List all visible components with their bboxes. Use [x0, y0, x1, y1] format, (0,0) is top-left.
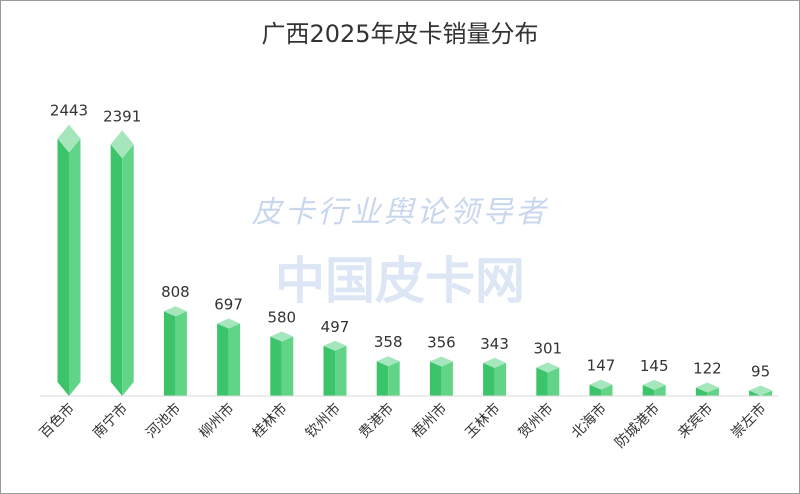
x-tick-label: 防城港市: [611, 400, 663, 452]
bar-front-face: [163, 311, 176, 396]
data-label: 497: [321, 318, 350, 336]
bar-front-face: [110, 144, 123, 396]
bar-side-face: [760, 390, 773, 396]
bar-front-face: [429, 361, 442, 396]
data-label: 122: [693, 359, 722, 377]
bar-贺州市: [536, 362, 560, 396]
x-tick-label: 玉林市: [462, 400, 504, 442]
data-label: 697: [214, 296, 243, 314]
bar-front-face: [483, 362, 495, 396]
bar-钦州市: [323, 340, 347, 396]
bars-group: [57, 124, 773, 397]
bar-top-face: [217, 318, 241, 329]
bar-front-face: [749, 390, 761, 396]
bar-front-face: [323, 345, 335, 396]
x-tick-label: 北海市: [568, 400, 610, 442]
bar-来宾市: [695, 382, 719, 396]
bar-front-face: [270, 336, 282, 396]
bar-top-face: [483, 357, 507, 368]
data-label: 580: [267, 309, 296, 327]
bar-防城港市: [642, 379, 666, 396]
x-tick-label: 钦州市: [302, 400, 344, 442]
bar-top-face: [642, 379, 666, 390]
data-label: 2391: [103, 107, 141, 125]
bar-top-face: [323, 340, 347, 351]
x-tick-label: 贺州市: [515, 400, 557, 442]
bar-top-face: [429, 356, 453, 367]
bar-河池市: [163, 306, 187, 396]
data-label: 356: [427, 333, 456, 351]
data-label: 2443: [50, 102, 88, 120]
bar-front-face: [642, 384, 655, 396]
data-label: 358: [374, 333, 403, 351]
bar-front-face: [376, 361, 389, 396]
x-tick-label: 贵港市: [355, 400, 397, 442]
bar-front-face: [536, 367, 548, 396]
bar-front-face: [589, 384, 601, 396]
bar-side-face: [388, 361, 400, 396]
bar-柳州市: [217, 318, 241, 396]
bar-front-face: [57, 138, 69, 397]
bar-side-face: [547, 367, 560, 396]
data-label: 808: [161, 283, 190, 301]
bar-side-face: [69, 138, 81, 397]
data-label: 95: [751, 362, 770, 380]
watermark-slogan: 皮卡行业舆论领导者: [252, 195, 549, 230]
x-tick-label: 河池市: [143, 400, 185, 442]
bar-side-face: [281, 336, 294, 396]
x-tick-label: 崇左市: [728, 400, 770, 442]
bar-贵港市: [376, 356, 400, 396]
bar-百色市: [57, 124, 81, 397]
bar-崇左市: [749, 385, 773, 396]
x-tick-label: 百色市: [36, 400, 78, 442]
bar-side-face: [601, 384, 613, 396]
bar-side-face: [654, 384, 666, 396]
bar-北海市: [589, 379, 613, 396]
bar-side-face: [494, 362, 507, 396]
bar-side-face: [122, 144, 134, 396]
data-label: 301: [533, 340, 562, 358]
bar-top-face: [695, 382, 719, 393]
bar-side-face: [228, 323, 241, 396]
watermark-logo-text: 中国皮卡网: [275, 252, 525, 310]
bar-top-face: [749, 385, 773, 396]
bar-top-face: [536, 362, 560, 373]
x-tick-label: 来宾市: [675, 400, 717, 442]
bar-玉林市: [483, 357, 507, 396]
chart-title: 广西2025年皮卡销量分布: [261, 20, 539, 48]
data-label: 147: [587, 357, 616, 375]
watermark: 皮卡行业舆论领导者 中国皮卡网: [252, 195, 549, 310]
data-label: 343: [480, 335, 509, 353]
x-tick-label: 柳州市: [196, 400, 238, 442]
x-tick-label: 南宁市: [89, 400, 131, 442]
x-tick-label: 桂林市: [249, 400, 291, 442]
data-label: 145: [640, 357, 669, 375]
bar-side-face: [175, 311, 187, 396]
bar-top-face: [270, 331, 294, 342]
x-tick-label: 梧州市: [409, 400, 451, 442]
bar-side-face: [441, 361, 453, 396]
bar-top-face: [376, 356, 400, 367]
bar-top-face: [589, 379, 613, 390]
bar-桂林市: [270, 331, 294, 396]
bar-top-face: [163, 306, 187, 317]
bar-top-face: [110, 130, 134, 159]
bar-side-face: [707, 387, 719, 396]
bar-front-face: [695, 387, 708, 396]
bar-side-face: [335, 345, 347, 396]
bar-top-face: [57, 124, 81, 153]
bar-front-face: [217, 323, 229, 396]
bar-南宁市: [110, 130, 134, 396]
bar-梧州市: [429, 356, 453, 396]
